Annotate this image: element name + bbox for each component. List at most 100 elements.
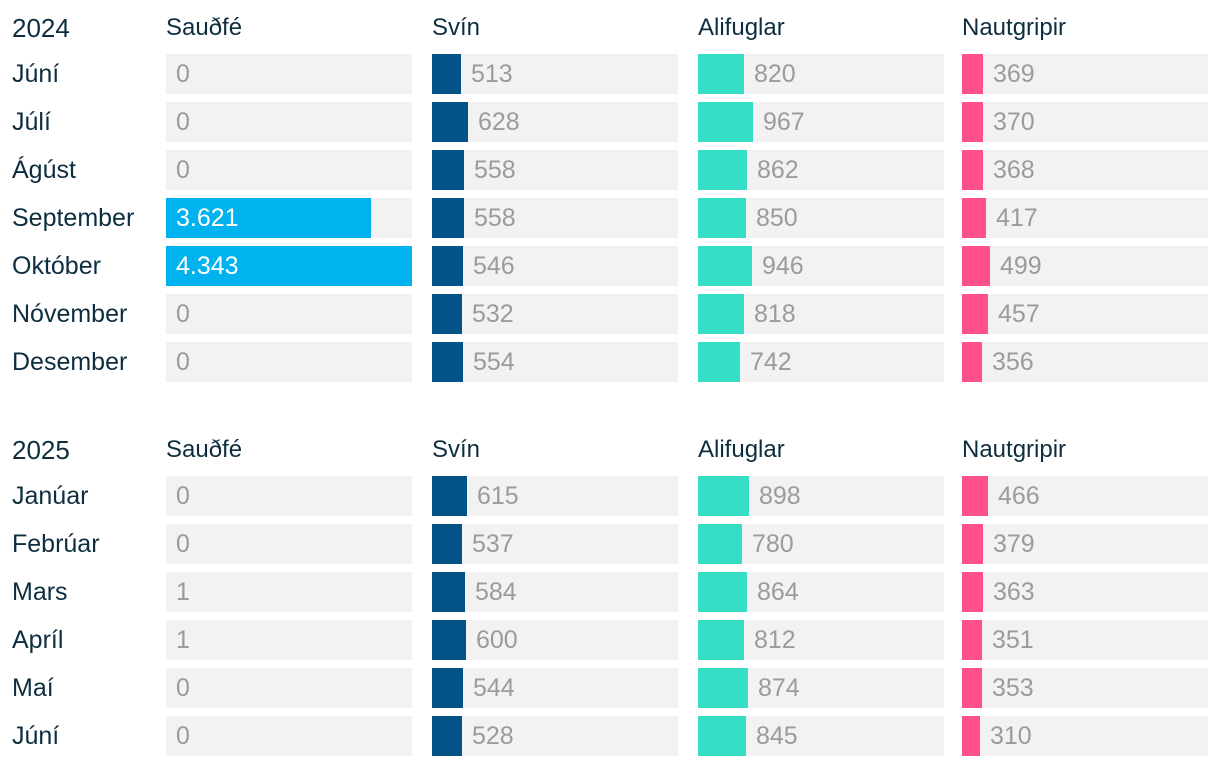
bar-track: 544 xyxy=(432,668,678,708)
bar-pigs xyxy=(432,342,463,382)
month-label: Nóvember xyxy=(12,300,128,328)
value-label: 499 xyxy=(1000,251,1042,280)
value-label: 537 xyxy=(472,529,514,558)
bar-track: 417 xyxy=(962,198,1208,238)
bar-track: 368 xyxy=(962,150,1208,190)
bar-track: 546 xyxy=(432,246,678,286)
bar-cattle xyxy=(962,246,990,286)
value-label: 0 xyxy=(176,673,190,702)
value-label: 0 xyxy=(176,347,190,376)
bar-track: 812 xyxy=(698,620,944,660)
bar-track: 379 xyxy=(962,524,1208,564)
bar-pigs xyxy=(432,198,464,238)
column-header: Alifuglar xyxy=(698,14,785,41)
bar-track: 457 xyxy=(962,294,1208,334)
month-label: Júní xyxy=(12,722,60,750)
bar-track: 0 xyxy=(166,54,412,94)
bar-poultry xyxy=(698,342,740,382)
value-label: 417 xyxy=(996,203,1038,232)
bar-track: 554 xyxy=(432,342,678,382)
bar-track: 0 xyxy=(166,476,412,516)
bar-track: 4.343 xyxy=(166,246,412,286)
value-label: 850 xyxy=(756,203,798,232)
month-label: Maí xyxy=(12,674,54,702)
value-label: 967 xyxy=(763,107,805,136)
month-label: Júní xyxy=(12,60,60,88)
value-label: 946 xyxy=(762,251,804,280)
value-label: 457 xyxy=(998,299,1040,328)
value-label: 845 xyxy=(756,721,798,750)
bar-track: 0 xyxy=(166,294,412,334)
value-label: 864 xyxy=(757,577,799,606)
value-label: 0 xyxy=(176,107,190,136)
bar-track: 584 xyxy=(432,572,678,612)
bar-track: 310 xyxy=(962,716,1208,756)
bar-cattle xyxy=(962,476,988,516)
bar-pigs xyxy=(432,572,465,612)
bar-poultry xyxy=(698,476,749,516)
bar-poultry xyxy=(698,668,748,708)
bar-track: 369 xyxy=(962,54,1208,94)
bar-track: 967 xyxy=(698,102,944,142)
value-label: 628 xyxy=(478,107,520,136)
year-title: 2024 xyxy=(12,13,70,43)
month-label: Ágúst xyxy=(12,156,76,184)
bar-poultry xyxy=(698,620,744,660)
value-label: 820 xyxy=(754,59,796,88)
bar-poultry xyxy=(698,524,742,564)
value-label: 369 xyxy=(993,59,1035,88)
bar-poultry xyxy=(698,198,746,238)
value-label: 558 xyxy=(474,203,516,232)
bar-track: 862 xyxy=(698,150,944,190)
bar-track: 0 xyxy=(166,524,412,564)
value-label: 874 xyxy=(758,673,800,702)
column-header: Nautgripir xyxy=(962,14,1067,41)
value-label: 600 xyxy=(476,625,518,654)
bar-cattle xyxy=(962,572,983,612)
bar-poultry xyxy=(698,246,752,286)
month-label: Desember xyxy=(12,348,128,376)
bar-track: 874 xyxy=(698,668,944,708)
bar-pigs xyxy=(432,150,464,190)
bar-track: 845 xyxy=(698,716,944,756)
bar-sheep xyxy=(166,246,412,286)
bar-pigs xyxy=(432,102,468,142)
bar-track: 1 xyxy=(166,620,412,660)
value-label: 0 xyxy=(176,529,190,558)
value-label: 780 xyxy=(752,529,794,558)
value-label: 351 xyxy=(992,625,1034,654)
bar-cattle xyxy=(962,342,982,382)
bar-track: 818 xyxy=(698,294,944,334)
bar-track: 780 xyxy=(698,524,944,564)
year-title: 2025 xyxy=(12,435,70,465)
bar-poultry xyxy=(698,102,753,142)
value-label: 862 xyxy=(757,155,799,184)
value-label: 370 xyxy=(993,107,1035,136)
bar-cattle xyxy=(962,668,982,708)
value-label: 310 xyxy=(990,721,1032,750)
value-label: 898 xyxy=(759,481,801,510)
month-label: Janúar xyxy=(12,482,89,510)
bar-pigs xyxy=(432,294,462,334)
bar-track: 742 xyxy=(698,342,944,382)
value-label: 353 xyxy=(992,673,1034,702)
value-label: 742 xyxy=(750,347,792,376)
bar-track: 820 xyxy=(698,54,944,94)
value-label: 3.621 xyxy=(176,203,239,232)
bar-track: 351 xyxy=(962,620,1208,660)
column-header: Sauðfé xyxy=(166,436,243,463)
value-label: 0 xyxy=(176,299,190,328)
bar-track: 558 xyxy=(432,150,678,190)
bar-track: 537 xyxy=(432,524,678,564)
value-label: 4.343 xyxy=(176,251,239,280)
value-label: 0 xyxy=(176,481,190,510)
month-label: Apríl xyxy=(12,626,64,654)
bar-poultry xyxy=(698,54,744,94)
bar-track: 353 xyxy=(962,668,1208,708)
bar-pigs xyxy=(432,246,463,286)
bar-pigs xyxy=(432,524,462,564)
bar-track: 946 xyxy=(698,246,944,286)
bar-pigs xyxy=(432,620,466,660)
bar-track: 628 xyxy=(432,102,678,142)
